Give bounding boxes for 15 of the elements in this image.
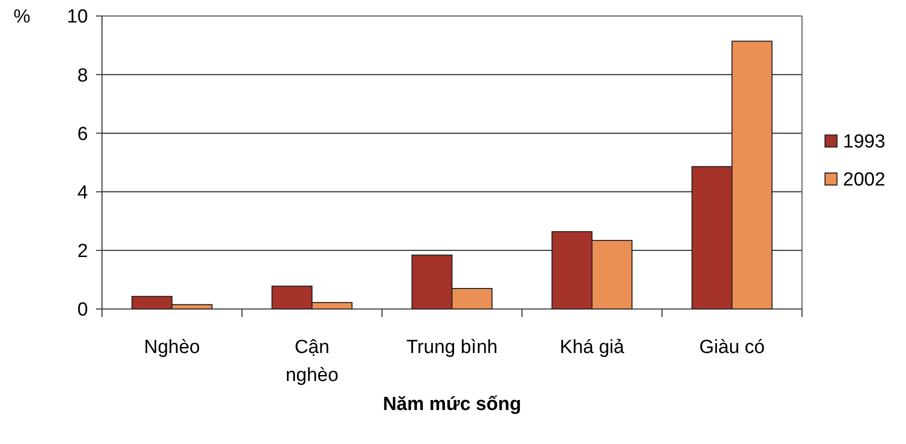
y-axis-title: % — [14, 6, 31, 28]
y-tick-label: 6 — [77, 124, 88, 145]
x-tick-label: Giàu có — [699, 337, 765, 358]
legend-label: 1993 — [843, 132, 886, 153]
y-tick-label: 10 — [66, 6, 88, 28]
y-tick-label: 4 — [77, 182, 88, 204]
x-tick-label: Khá giả — [560, 337, 625, 358]
y-tick-label: 2 — [77, 241, 88, 262]
y-tick-label: 0 — [77, 300, 88, 321]
x-tick-label: Nghèo — [144, 337, 200, 358]
x-axis-title: Năm mức sống — [382, 394, 522, 415]
x-tick-label: Trung bình — [406, 337, 498, 358]
x-tick-label: Cận nghèo — [286, 337, 338, 386]
y-tick-label: 8 — [77, 65, 88, 86]
legend-label: 2002 — [843, 170, 886, 191]
